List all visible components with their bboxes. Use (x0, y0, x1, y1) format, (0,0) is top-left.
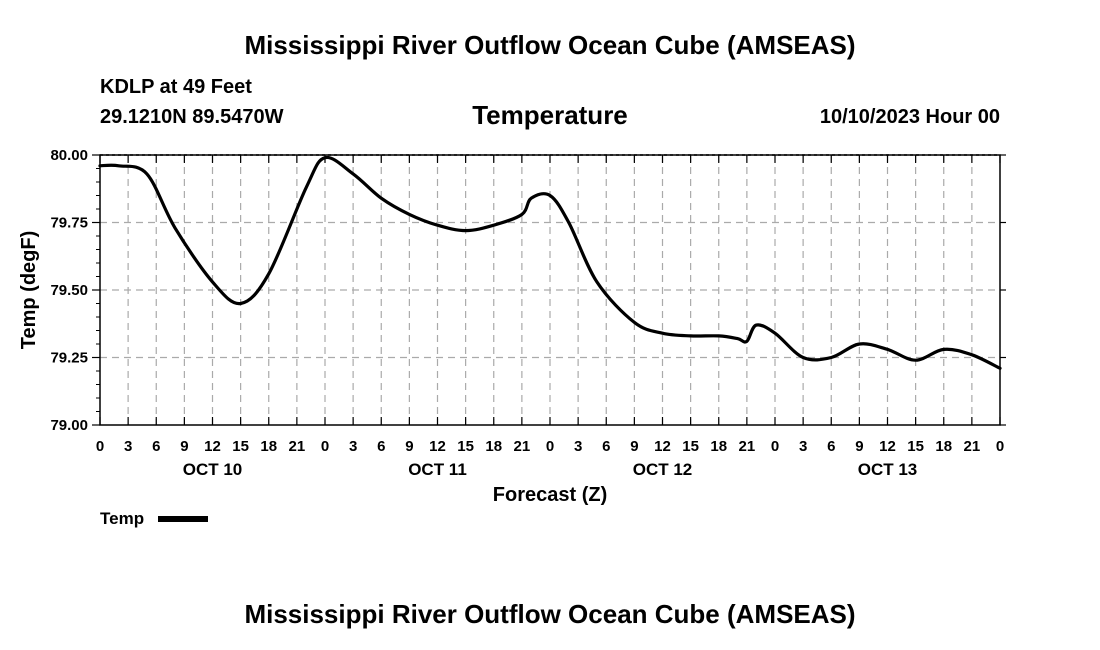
x-tick-label: 15 (457, 438, 474, 455)
x-tick-label: 18 (485, 438, 502, 455)
footer-title: Mississippi River Outflow Ocean Cube (AM… (244, 599, 856, 629)
x-tick-label: 9 (630, 438, 638, 455)
x-tick-label: 18 (710, 438, 727, 455)
day-label: OCT 10 (183, 460, 243, 479)
chart-subtitle: Temperature (472, 100, 628, 130)
x-tick-label: 0 (771, 438, 779, 455)
x-tick-label: 9 (855, 438, 863, 455)
x-tick-label: 12 (429, 438, 446, 455)
x-tick-label: 0 (996, 438, 1004, 455)
x-tick-label: 21 (514, 438, 531, 455)
x-tick-label: 12 (879, 438, 896, 455)
x-tick-label: 21 (964, 438, 981, 455)
x-tick-label: 3 (349, 438, 357, 455)
x-tick-label: 9 (405, 438, 413, 455)
x-tick-label: 15 (907, 438, 924, 455)
y-tick-label: 79.00 (50, 417, 88, 434)
legend: Temp (100, 509, 209, 529)
day-label: OCT 11 (408, 460, 467, 479)
x-tick-label: 18 (935, 438, 952, 455)
y-tick-label: 79.75 (50, 215, 88, 232)
x-tick-label: 6 (377, 438, 385, 455)
x-tick-label: 6 (602, 438, 610, 455)
x-tick-label: 9 (180, 438, 188, 455)
station-label: KDLP at 49 Feet (100, 76, 252, 98)
x-tick-label: 21 (289, 438, 306, 455)
x-tick-label: 12 (204, 438, 221, 455)
plot-frame (99, 154, 1001, 426)
y-tick-label: 80.00 (50, 147, 88, 164)
x-tick-label: 12 (654, 438, 671, 455)
legend-label: Temp (100, 509, 145, 528)
x-tick-label: 3 (799, 438, 807, 455)
x-axis-label: Forecast (Z) (493, 484, 607, 506)
temp-series-line (98, 155, 1002, 370)
x-tick-label: 15 (232, 438, 249, 455)
day-label: OCT 12 (633, 460, 693, 479)
y-tick-label: 79.50 (50, 282, 88, 299)
legend-line-swatch (158, 516, 209, 522)
y-axis-label: Temp (degF) (18, 231, 40, 350)
axis-ticks (92, 154, 1006, 426)
axis-labels: 0 3 6 9 12 15 18 21 0 3 6 9 12 15 18 21 0 3 6 9 12 15 18 21 0 3 6 9… (18, 147, 1004, 506)
x-tick-label: 3 (574, 438, 582, 455)
x-tick-label: 6 (152, 438, 160, 455)
x-tick-label: 0 (321, 438, 329, 455)
y-tick-label: 79.25 (50, 350, 88, 367)
chart-title: Mississippi River Outflow Ocean Cube (AM… (244, 30, 856, 60)
datetime-label: 10/10/2023 Hour 00 (819, 106, 1000, 128)
x-tick-label: 0 (96, 438, 104, 455)
x-tick-label: 0 (546, 438, 554, 455)
coordinates-label: 29.1210N 89.5470W (100, 106, 284, 128)
x-tick-label: 18 (260, 438, 277, 455)
x-tick-label: 15 (682, 438, 699, 455)
x-tick-label: 3 (124, 438, 132, 455)
day-label: OCT 13 (858, 460, 918, 479)
x-tick-label: 21 (739, 438, 756, 455)
x-tick-label: 6 (827, 438, 835, 455)
